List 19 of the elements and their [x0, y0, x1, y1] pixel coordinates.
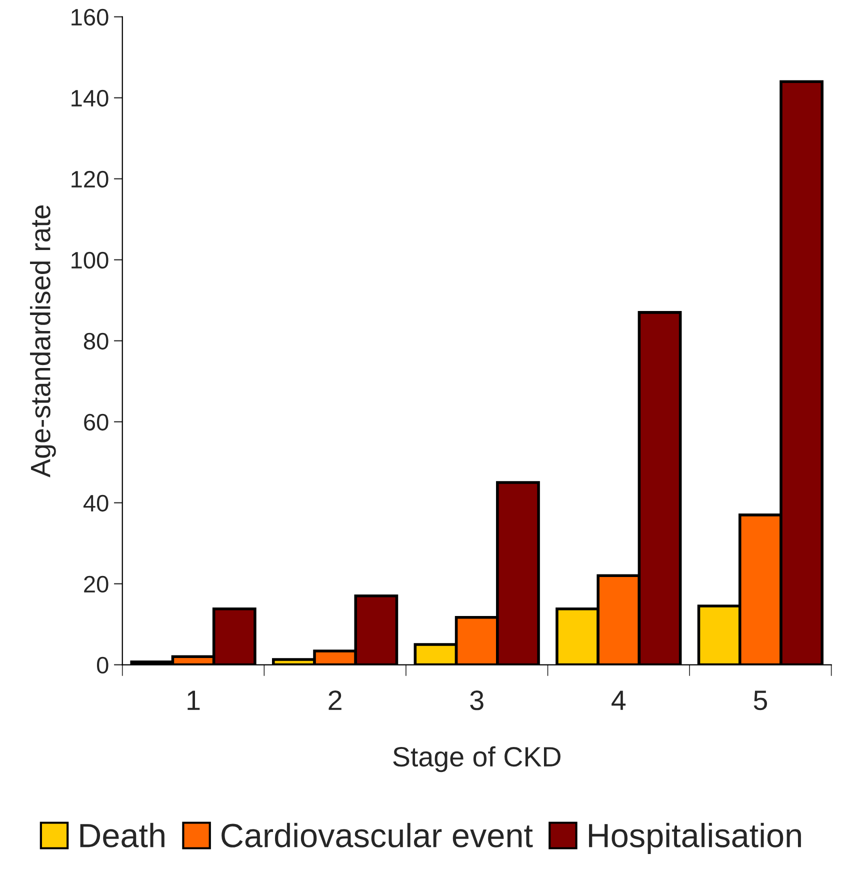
x-tick-label: 2	[328, 690, 342, 710]
legend-label: Hospitalisation	[589, 822, 801, 854]
y-tick-label: 20	[84, 576, 108, 593]
y-tick-label: 60	[84, 414, 108, 431]
y-tick-label: 100	[72, 252, 108, 269]
y-tick-label: 80	[84, 332, 108, 350]
y-tick-label: 140	[72, 90, 108, 107]
legend-label: Death	[80, 822, 164, 848]
y-tick-label: 120	[72, 170, 108, 188]
y-tick-label: 0	[96, 656, 108, 674]
y-tick-label: 160	[72, 8, 108, 26]
legend-label: Cardiovascular event	[222, 822, 533, 848]
y-axis-title: Age-standardised rate	[30, 205, 56, 478]
x-axis-title: Stage of CKD	[393, 746, 560, 772]
x-tick-label: 4	[612, 690, 626, 710]
x-tick-label: 1	[188, 690, 200, 710]
x-tick-label: 3	[470, 690, 484, 710]
x-tick-label: 5	[754, 690, 768, 710]
y-tick-label: 40	[83, 494, 108, 512]
